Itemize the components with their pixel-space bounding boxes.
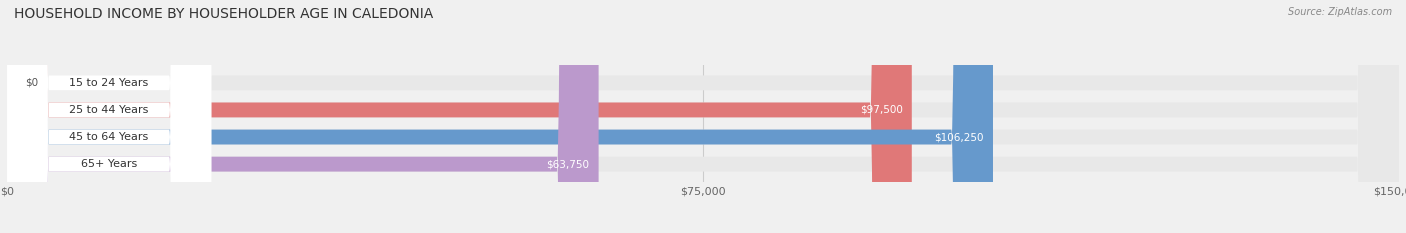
FancyBboxPatch shape [7,0,211,233]
Text: 45 to 64 Years: 45 to 64 Years [69,132,149,142]
Text: 65+ Years: 65+ Years [82,159,138,169]
FancyBboxPatch shape [7,0,912,233]
FancyBboxPatch shape [7,0,1399,233]
Text: $97,500: $97,500 [859,105,903,115]
FancyBboxPatch shape [7,0,1399,233]
Text: 25 to 44 Years: 25 to 44 Years [69,105,149,115]
FancyBboxPatch shape [7,0,211,233]
FancyBboxPatch shape [7,0,211,233]
Text: HOUSEHOLD INCOME BY HOUSEHOLDER AGE IN CALEDONIA: HOUSEHOLD INCOME BY HOUSEHOLDER AGE IN C… [14,7,433,21]
FancyBboxPatch shape [7,0,993,233]
Text: Source: ZipAtlas.com: Source: ZipAtlas.com [1288,7,1392,17]
FancyBboxPatch shape [7,0,1399,233]
FancyBboxPatch shape [7,0,211,233]
Text: $106,250: $106,250 [934,132,984,142]
Text: $63,750: $63,750 [547,159,589,169]
FancyBboxPatch shape [7,0,1399,233]
Text: 15 to 24 Years: 15 to 24 Years [69,78,149,88]
Text: $0: $0 [25,78,39,88]
FancyBboxPatch shape [7,0,599,233]
